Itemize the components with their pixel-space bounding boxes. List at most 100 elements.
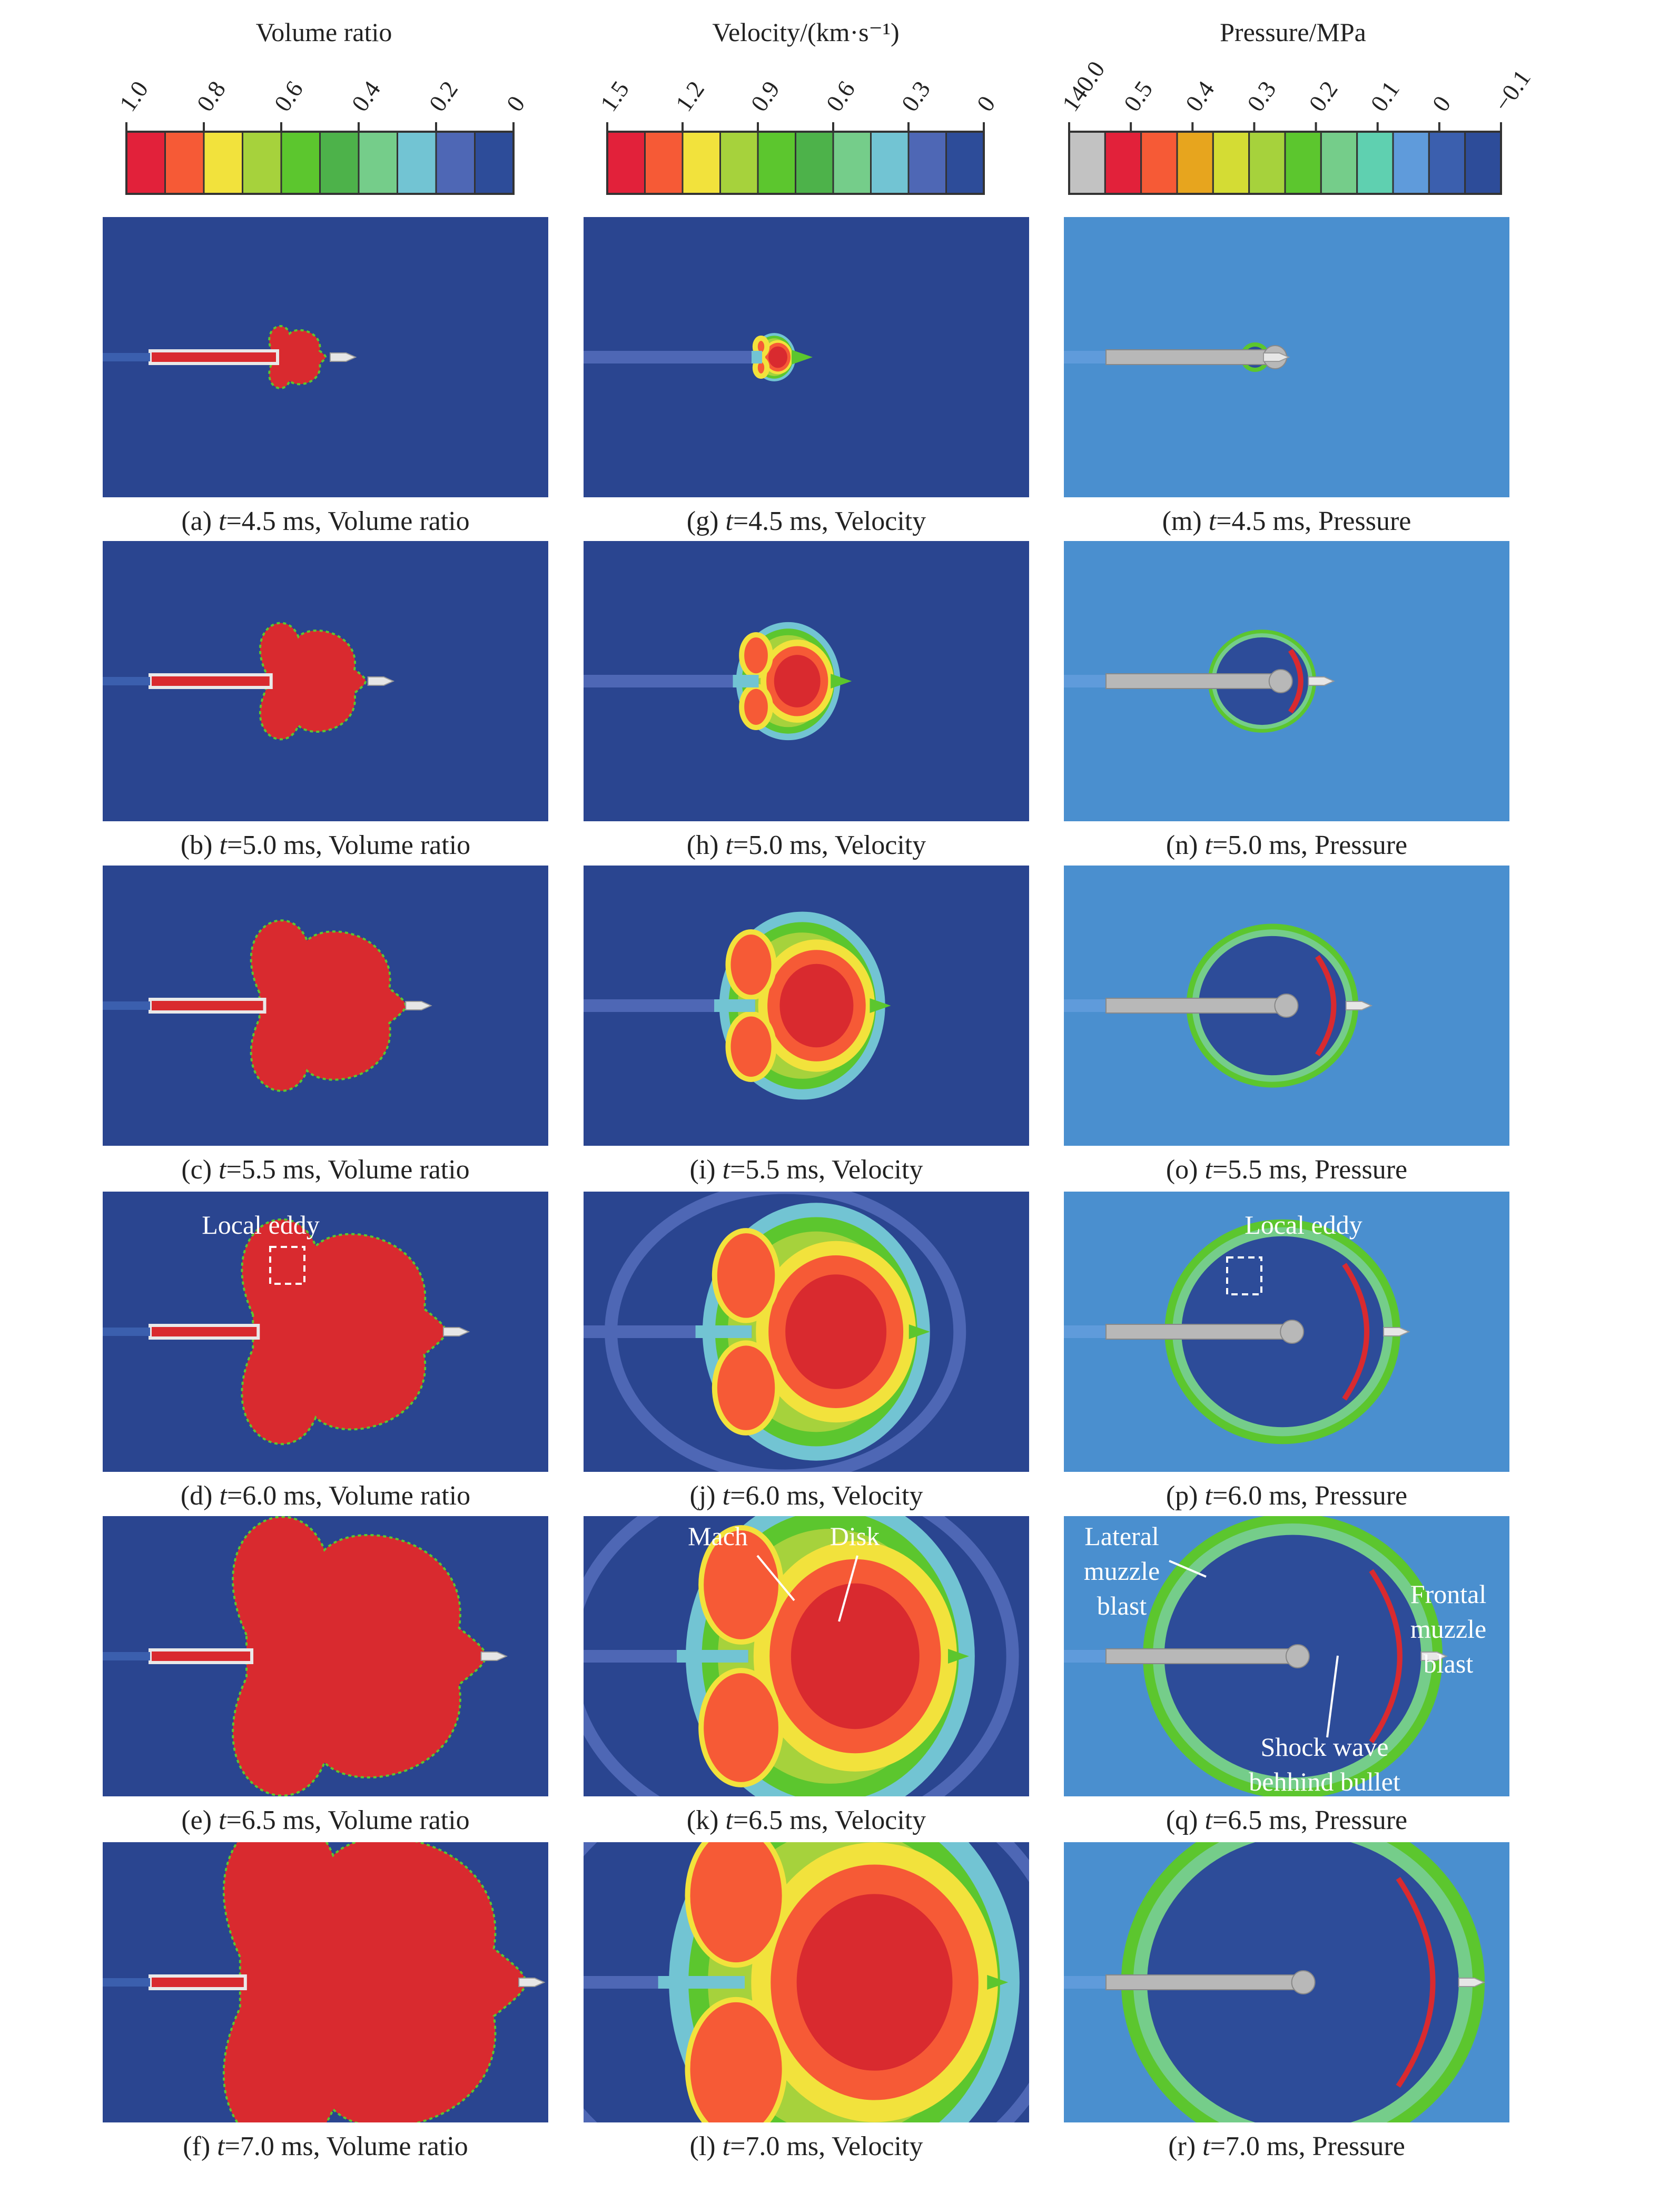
local-eddy-box: [269, 1246, 305, 1285]
panel-n: (n) t=5.0 ms, Pressure: [1064, 541, 1509, 860]
panel-caption: (m) t=4.5 ms, Pressure: [1162, 506, 1411, 536]
velocity-contour: [779, 964, 854, 1048]
annotation-disk: Disk: [830, 1521, 880, 1551]
colorbar-tick-label: 0: [971, 91, 1000, 116]
bullet: [405, 1001, 432, 1010]
colorbar-cell: [907, 131, 947, 195]
colorbar-cell: [125, 131, 166, 195]
colorbar-cell: [682, 131, 721, 195]
panel-caption: (a) t=4.5 ms, Volume ratio: [181, 506, 469, 536]
panel-b: (b) t=5.0 ms, Volume ratio: [103, 541, 548, 860]
bullet: [1345, 1001, 1373, 1010]
mach-lobe: [739, 683, 773, 730]
barrel-flow: [695, 1325, 752, 1338]
panel-m: (m) t=4.5 ms, Pressure: [1064, 217, 1509, 536]
panel-o: (o) t=5.5 ms, Pressure: [1064, 866, 1509, 1185]
colorbar-tick-label: 1.2: [670, 76, 709, 116]
colorbar-cell: [319, 131, 360, 195]
annotations: Local eddy Local eddy Mach Disk Lateral muzzl…: [202, 1210, 1486, 1796]
mach-lobe: [725, 1011, 777, 1082]
colorbar-cell: [606, 131, 646, 195]
colorbar-cell: [1212, 131, 1250, 195]
panel-caption: (o) t=5.5 ms, Pressure: [1166, 1155, 1407, 1185]
colorbar-tick-label: 0.5: [1119, 76, 1158, 116]
barrel-flow: [658, 1976, 745, 1989]
panel-l: (l) t=7.0 ms, Velocity: [584, 1842, 1029, 2161]
barrel: [149, 1974, 247, 1990]
panel-caption: (g) t=4.5 ms, Velocity: [687, 506, 926, 536]
annotation-shock: Shock wave: [1261, 1732, 1389, 1762]
colorbar-tick-label: 0.4: [346, 76, 386, 116]
colorbar-cell: [280, 131, 321, 195]
colorbar-cell: [1284, 131, 1322, 195]
mach-lobe: [725, 929, 777, 1000]
colorbar-cell: [1356, 131, 1394, 195]
colorbar-cell: [203, 131, 243, 195]
panel-d: (d) t=6.0 ms, Volume ratio: [103, 1192, 548, 1511]
local-eddy-box: [1226, 1256, 1262, 1295]
barrel-inlet: [1064, 1325, 1106, 1338]
barrel: [584, 675, 759, 687]
bullet: [442, 1327, 470, 1336]
colorbar-tick-label: 0: [501, 91, 530, 116]
lateral-leader: [1169, 1560, 1207, 1578]
panel-caption: (h) t=5.0 ms, Velocity: [687, 830, 926, 860]
mach-lobe: [698, 1668, 784, 1787]
annotation-lateral: blast: [1097, 1591, 1147, 1620]
barrel: [149, 998, 266, 1014]
barrel-inlet: [103, 677, 150, 685]
annotation-shock: behhind bullet: [1249, 1767, 1400, 1796]
panel-g: (g) t=4.5 ms, Velocity: [584, 217, 1029, 536]
frontal-blast-wave: [1369, 1569, 1403, 1744]
velocity-contour: [785, 1274, 887, 1389]
barrel-inlet: [1064, 675, 1106, 687]
colorbar-cell: [719, 131, 759, 195]
barrel-inlet: [103, 1001, 150, 1010]
frontal-blast-wave: [1396, 1876, 1436, 2088]
colorbar-cell: [1392, 131, 1430, 195]
panel-caption: (j) t=6.0 ms, Velocity: [690, 1481, 923, 1511]
colorbar-tick-label: 0: [1427, 91, 1456, 116]
panel-a: (a) t=4.5 ms, Volume ratio: [103, 217, 548, 536]
mach-lobe: [739, 632, 773, 679]
colorbar-tick-label: 0.8: [191, 76, 231, 116]
annotation-local-eddy: Local eddy: [202, 1210, 320, 1240]
gas-cloud: [268, 325, 327, 389]
velocity-contour: [796, 1894, 953, 2071]
bullet: [908, 1324, 930, 1339]
muzzle-brake: [1268, 669, 1293, 693]
colorbar-tick-label: 0.3: [896, 76, 935, 116]
bullet: [870, 998, 891, 1013]
mach-lobe: [685, 1842, 787, 1968]
colorbar-tick-label: 0.2: [423, 76, 463, 116]
panel-e: (e) t=6.5 ms, Volume ratio: [103, 1516, 548, 1835]
annotation-frontal: muzzle: [1410, 1614, 1486, 1644]
bullet: [367, 676, 395, 686]
colorbar-tick-label: 0.6: [269, 76, 308, 116]
colorbar-cell: [164, 131, 205, 195]
colorbar-2: Pressure/MPa 140.0 0.5 0.4 0.3 0.2 0.1 0 −0.1: [1056, 17, 1536, 195]
bullet: [1420, 1651, 1448, 1661]
velocity-contour: [774, 655, 821, 707]
panel-k: (k) t=6.5 ms, Velocity: [584, 1516, 1029, 1835]
colorbar-cell: [474, 131, 515, 195]
bullet: [1263, 352, 1290, 362]
colorbar-tick-label: 0.9: [745, 76, 785, 116]
colorbar-cell: [832, 131, 872, 195]
barrel-inlet: [1064, 999, 1106, 1012]
barrel: [1105, 1324, 1298, 1340]
annotation-frontal: blast: [1424, 1649, 1474, 1678]
panel-caption: (i) t=5.5 ms, Velocity: [690, 1155, 923, 1185]
bullet: [948, 1649, 969, 1664]
barrel-flow: [752, 351, 762, 363]
colorbar-tick-label: 1.5: [595, 76, 634, 116]
outer-wave: [584, 1516, 1019, 1796]
gas-cloud: [250, 919, 407, 1092]
panel-caption: (r) t=7.0 ms, Pressure: [1168, 2131, 1405, 2161]
barrel-inlet: [103, 353, 150, 361]
barrel-flow: [733, 675, 759, 687]
frontal-blast-wave: [1288, 648, 1303, 714]
mach-leader: [756, 1555, 795, 1601]
